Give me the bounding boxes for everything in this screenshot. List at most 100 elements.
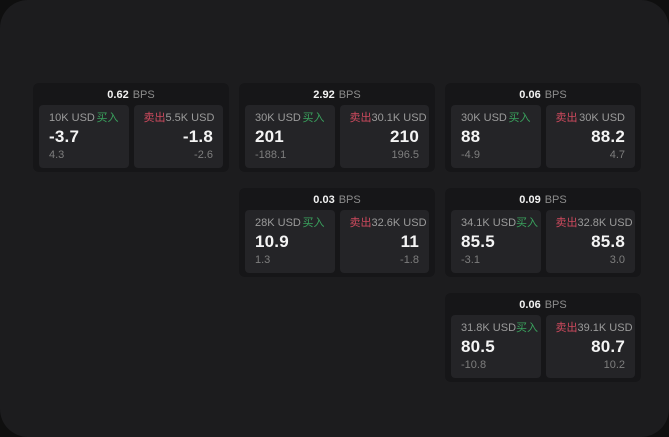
buy-side-label: 买入 — [508, 112, 531, 124]
buy-side-label: 买入 — [516, 217, 539, 229]
bps-unit-label: BPS — [338, 89, 361, 101]
sell-panel[interactable]: 卖出 32.8K USD 85.8 3.0 — [545, 210, 635, 273]
sell-panel-header: 卖出 30K USD — [556, 112, 626, 125]
buy-panel-header: 34.1K USD 买入 — [461, 217, 538, 230]
buy-price: 10.9 — [255, 232, 289, 251]
buy-panel-header: 28K USD 买入 — [255, 217, 325, 230]
buy-delta: 1.3 — [255, 254, 271, 266]
bps-unit-label: BPS — [338, 194, 361, 206]
buy-notional: 34.1K USD — [461, 217, 517, 229]
sell-notional: 30.1K USD — [371, 112, 427, 124]
quote-card: 0.03 BPS 28K USD 买入 10.9 1.3 卖出 32.6K US… — [239, 188, 435, 277]
buy-notional: 28K USD — [255, 217, 301, 229]
buy-sell-panels: 34.1K USD 买入 85.5 -3.1 卖出 32.8K USD 85.8… — [451, 210, 635, 273]
bps-value: 0.09 — [519, 194, 541, 206]
sell-panel-header: 卖出 5.5K USD — [143, 112, 215, 125]
sell-side-label: 卖出 — [555, 217, 578, 229]
buy-panel-header: 30K USD 买入 — [255, 112, 325, 125]
sell-panel-header: 卖出 39.1K USD — [555, 322, 633, 335]
quote-card: 0.09 BPS 34.1K USD 买入 85.5 -3.1 卖出 32.8K… — [445, 188, 641, 277]
quote-card: 2.92 BPS 30K USD 买入 201 -188.1 卖出 30.1K … — [239, 83, 435, 172]
buy-panel-header: 31.8K USD 买入 — [461, 322, 538, 335]
quote-card: 0.62 BPS 10K USD 买入 -3.7 4.3 卖出 5.5K USD… — [33, 83, 229, 172]
sell-delta: 4.7 — [609, 149, 625, 161]
buy-sell-panels: 31.8K USD 买入 80.5 -10.8 卖出 39.1K USD 80.… — [451, 315, 635, 378]
sell-price: 88.2 — [591, 127, 625, 146]
sell-side-label: 卖出 — [555, 112, 578, 124]
quote-card: 0.06 BPS 31.8K USD 买入 80.5 -10.8 卖出 39.1… — [445, 293, 641, 382]
sell-side-label: 卖出 — [349, 217, 372, 229]
sell-panel-header: 卖出 32.8K USD — [555, 217, 633, 230]
sell-price: 210 — [390, 127, 419, 146]
buy-delta: -188.1 — [255, 149, 287, 161]
sell-notional: 32.8K USD — [577, 217, 633, 229]
sell-panel[interactable]: 卖出 5.5K USD -1.8 -2.6 — [133, 105, 223, 168]
card-header: 0.06 BPS — [451, 296, 635, 315]
quote-card: 0.06 BPS 30K USD 买入 88 -4.9 卖出 30K USD 8… — [445, 83, 641, 172]
buy-side-label: 买入 — [302, 112, 325, 124]
buy-panel[interactable]: 30K USD 买入 201 -188.1 — [245, 105, 335, 168]
buy-side-label: 买入 — [96, 112, 119, 124]
bps-unit-label: BPS — [544, 299, 567, 311]
sell-panel[interactable]: 卖出 32.6K USD 11 -1.8 — [339, 210, 429, 273]
sell-delta: 3.0 — [609, 254, 625, 266]
buy-panel-header: 30K USD 买入 — [461, 112, 531, 125]
buy-notional: 31.8K USD — [461, 322, 517, 334]
sell-delta: 196.5 — [391, 149, 419, 161]
sell-delta: -2.6 — [194, 149, 213, 161]
sell-delta: 10.2 — [603, 359, 625, 371]
buy-sell-panels: 30K USD 买入 201 -188.1 卖出 30.1K USD 210 1… — [245, 105, 429, 168]
sell-side-label: 卖出 — [143, 112, 166, 124]
bps-unit-label: BPS — [544, 194, 567, 206]
bps-value: 0.62 — [107, 89, 129, 101]
card-header: 0.09 BPS — [451, 191, 635, 210]
buy-delta: -4.9 — [461, 149, 480, 161]
card-header: 0.62 BPS — [39, 86, 223, 105]
bps-value: 2.92 — [313, 89, 335, 101]
sell-panel-header: 卖出 30.1K USD — [349, 112, 427, 125]
buy-delta: 4.3 — [49, 149, 65, 161]
sell-notional: 32.6K USD — [371, 217, 427, 229]
buy-panel[interactable]: 31.8K USD 买入 80.5 -10.8 — [451, 315, 541, 378]
card-header: 0.03 BPS — [245, 191, 429, 210]
buy-sell-panels: 30K USD 买入 88 -4.9 卖出 30K USD 88.2 4.7 — [451, 105, 635, 168]
buy-panel[interactable]: 30K USD 买入 88 -4.9 — [451, 105, 541, 168]
sell-price: 11 — [400, 232, 419, 251]
sell-price: 85.8 — [591, 232, 625, 251]
bps-unit-label: BPS — [544, 89, 567, 101]
sell-side-label: 卖出 — [349, 112, 372, 124]
sell-notional: 5.5K USD — [165, 112, 215, 124]
sell-price: 80.7 — [591, 337, 625, 356]
buy-panel[interactable]: 28K USD 买入 10.9 1.3 — [245, 210, 335, 273]
buy-delta: -3.1 — [461, 254, 480, 266]
buy-price: 80.5 — [461, 337, 495, 356]
buy-price: 201 — [255, 127, 284, 146]
card-header: 0.06 BPS — [451, 86, 635, 105]
quote-card-grid: 0.62 BPS 10K USD 买入 -3.7 4.3 卖出 5.5K USD… — [33, 83, 641, 382]
sell-side-label: 卖出 — [555, 322, 578, 334]
buy-notional: 30K USD — [461, 112, 507, 124]
buy-panel[interactable]: 34.1K USD 买入 85.5 -3.1 — [451, 210, 541, 273]
bps-value: 0.03 — [313, 194, 335, 206]
sell-panel[interactable]: 卖出 30.1K USD 210 196.5 — [339, 105, 429, 168]
sell-price: -1.8 — [182, 127, 213, 146]
sell-notional: 30K USD — [579, 112, 625, 124]
buy-delta: -10.8 — [461, 359, 487, 371]
buy-notional: 30K USD — [255, 112, 301, 124]
card-header: 2.92 BPS — [245, 86, 429, 105]
buy-side-label: 买入 — [516, 322, 539, 334]
buy-price: 85.5 — [461, 232, 495, 251]
buy-panel[interactable]: 10K USD 买入 -3.7 4.3 — [39, 105, 129, 168]
sell-panel[interactable]: 卖出 30K USD 88.2 4.7 — [545, 105, 635, 168]
buy-side-label: 买入 — [302, 217, 325, 229]
buy-price: -3.7 — [49, 127, 80, 146]
sell-delta: -1.8 — [400, 254, 419, 266]
buy-notional: 10K USD — [49, 112, 95, 124]
bps-value: 0.06 — [519, 89, 541, 101]
buy-sell-panels: 28K USD 买入 10.9 1.3 卖出 32.6K USD 11 -1.8 — [245, 210, 429, 273]
sell-panel[interactable]: 卖出 39.1K USD 80.7 10.2 — [545, 315, 635, 378]
bps-value: 0.06 — [519, 299, 541, 311]
buy-panel-header: 10K USD 买入 — [49, 112, 119, 125]
bps-unit-label: BPS — [132, 89, 155, 101]
